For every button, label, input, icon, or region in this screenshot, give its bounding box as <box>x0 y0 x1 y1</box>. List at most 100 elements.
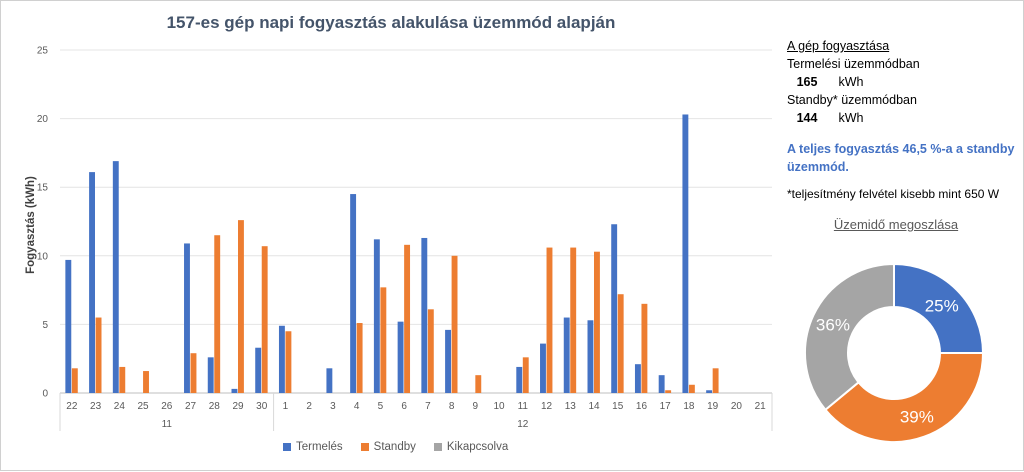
bar-standby <box>238 220 244 393</box>
bar-termeles <box>682 114 689 393</box>
legend-item-kikapcsolva: Kikapcsolva <box>433 441 508 453</box>
bar-standby <box>214 235 221 393</box>
x-tick-label: 30 <box>256 401 268 412</box>
bar-termeles <box>112 161 119 393</box>
bar-termeles <box>184 243 190 393</box>
x-tick-label: 9 <box>473 401 479 412</box>
standby-row: 144 kWh <box>787 109 1022 127</box>
y-tick-label: 25 <box>37 46 49 57</box>
x-group-label: 11 <box>162 419 173 430</box>
y-tick-label: 10 <box>37 251 49 262</box>
bar-standby <box>404 244 411 393</box>
bar-termeles <box>634 364 641 393</box>
y-tick-label: 15 <box>37 183 49 194</box>
standby-value: 144 <box>796 111 818 125</box>
x-tick-label: 7 <box>425 401 431 412</box>
bar-standby <box>427 309 434 393</box>
bar-standby <box>380 287 387 393</box>
bar-standby <box>641 303 648 393</box>
x-tick-label: 16 <box>636 401 648 412</box>
bar-standby <box>119 366 126 393</box>
bar-standby <box>594 251 600 393</box>
bar-termeles <box>255 347 262 393</box>
bar-termeles <box>373 239 380 393</box>
x-tick-label: 17 <box>660 401 672 412</box>
x-tick-label: 22 <box>66 401 78 412</box>
bar-termeles <box>587 320 594 393</box>
x-tick-label: 3 <box>330 401 336 412</box>
x-tick-label: 4 <box>354 401 360 412</box>
donut-slice-label: 25% <box>925 296 959 315</box>
y-tick-label: 5 <box>42 320 48 331</box>
bar-standby <box>71 368 78 393</box>
x-tick-label: 12 <box>541 401 553 412</box>
donut-slice-label: 39% <box>900 408 934 427</box>
bar-standby <box>261 246 268 393</box>
production-unit: kWh <box>838 75 864 89</box>
donut-title: Üzemidő megoszlása <box>833 217 959 232</box>
legend-label-standby: Standby <box>373 441 416 453</box>
legend-label-termeles: Termelés <box>296 441 343 453</box>
bar-termeles <box>611 224 618 393</box>
x-tick-label: 5 <box>378 401 384 412</box>
bar-standby <box>688 384 695 393</box>
x-tick-label: 2 <box>306 401 312 412</box>
x-tick-label: 1 <box>283 401 289 412</box>
x-tick-label: 11 <box>518 401 529 412</box>
legend-swatch-kikapcsolva <box>433 443 442 451</box>
production-label: Termelési üzemmódban <box>787 57 920 71</box>
bar-termeles <box>421 237 428 393</box>
x-tick-label: 24 <box>114 401 126 412</box>
chart-title: 157-es gép napi fogyasztás alakulása üze… <box>166 13 616 32</box>
donut-slice <box>893 262 985 354</box>
bar-termeles <box>397 321 404 393</box>
bar-standby <box>285 331 292 393</box>
bar-termeles <box>706 390 713 393</box>
x-tick-label: 18 <box>683 401 695 412</box>
bar-termeles <box>516 366 523 393</box>
bar-termeles <box>540 343 546 393</box>
donut-slice-label: 36% <box>816 315 850 334</box>
x-group-label: 12 <box>517 419 529 430</box>
y-tick-label: 20 <box>37 114 49 125</box>
x-tick-label: 21 <box>755 401 767 412</box>
bar-standby <box>95 317 102 393</box>
legend-swatch-termeles <box>283 443 291 451</box>
standby-label: Standby* üzemmódban <box>787 93 917 107</box>
legend: Termelés Standby Kikapcsolva <box>283 441 508 453</box>
bar-termeles <box>231 388 238 393</box>
donut-slice <box>824 352 985 443</box>
legend-swatch-standby <box>360 443 369 451</box>
x-tick-label: 14 <box>588 401 600 412</box>
bar-termeles <box>207 357 214 393</box>
production-value: 165 <box>796 75 818 89</box>
x-tick-label: 20 <box>731 401 743 412</box>
x-tick-label: 13 <box>565 401 577 412</box>
bar-standby <box>190 353 197 393</box>
x-tick-label: 29 <box>232 401 244 412</box>
bar-standby <box>617 294 624 393</box>
x-tick-label: 10 <box>494 401 506 412</box>
x-tick-label: 15 <box>612 401 624 412</box>
legend-item-standby: Standby <box>360 441 416 453</box>
bar-termeles <box>89 172 95 393</box>
bar-termeles <box>326 368 333 393</box>
panel-heading: A gép fogyasztása <box>787 39 890 53</box>
bar-termeles <box>563 317 570 393</box>
standby-unit: kWh <box>838 111 864 125</box>
x-tick-label: 27 <box>185 401 197 412</box>
standby-share-note: A teljes fogyasztás 46,5 %-a a standby ü… <box>787 142 1015 174</box>
x-tick-label: 6 <box>401 401 407 412</box>
bar-standby <box>356 323 363 393</box>
legend-item-termeles: Termelés <box>283 441 343 453</box>
bar-standby <box>143 371 149 393</box>
x-tick-label: 26 <box>161 401 173 412</box>
consumption-panel: A gép fogyasztása Termelési üzemmódban 1… <box>787 37 1022 201</box>
bar-termeles <box>65 259 72 393</box>
x-tick-label: 25 <box>138 401 150 412</box>
bar-termeles <box>350 194 357 393</box>
x-tick-label: 8 <box>449 401 455 412</box>
